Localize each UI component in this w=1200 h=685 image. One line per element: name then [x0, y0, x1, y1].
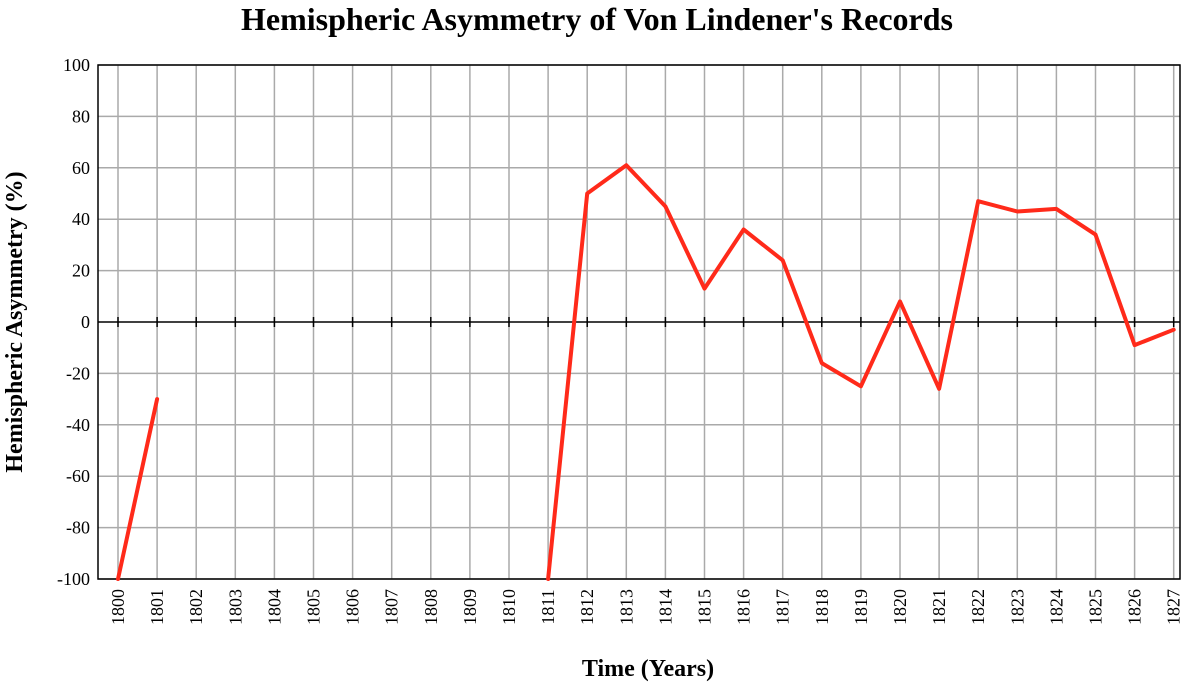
x-tick-label: 1814: [655, 589, 675, 625]
x-tick-label: 1817: [773, 589, 793, 625]
x-tick-labels: 1800 1801 1802 1803 1804 1805 1806 1807 1808 1809…: [108, 589, 1184, 625]
plot-frame: [97, 64, 1181, 580]
y-tick-label: 100: [63, 55, 90, 75]
x-tick-label: 1826: [1125, 589, 1145, 625]
y-tick-label: 80: [72, 106, 90, 126]
x-tick-label: 1803: [225, 589, 245, 625]
x-tick-label: 1805: [304, 589, 324, 625]
y-tick-label: 60: [72, 158, 90, 178]
x-tick-label: 1822: [968, 589, 988, 625]
y-tick-label: 20: [72, 261, 90, 281]
x-tick-label: 1802: [186, 589, 206, 625]
x-tick-label: 1809: [460, 589, 480, 625]
y-tick-label: -60: [66, 466, 90, 486]
x-tick-label: 1811: [538, 589, 558, 624]
x-tick-label: 1821: [929, 589, 949, 625]
y-axis-title: Hemispheric Asymmetry (%): [2, 171, 28, 472]
y-tick-label: -40: [66, 415, 90, 435]
series: [116, 163, 1176, 581]
y-tick-labels: 100 80 60 40 20 0 -20 -40 -60 -80 -100: [57, 55, 90, 589]
x-tick-label: 1808: [421, 589, 441, 625]
x-tick-label: 1824: [1046, 589, 1066, 625]
y-tick-label: -100: [57, 569, 90, 589]
x-tick-label: 1804: [264, 589, 284, 625]
x-tick-label: 1827: [1164, 589, 1184, 625]
x-tick-label: 1816: [734, 589, 754, 625]
x-tick-label: 1806: [343, 589, 363, 625]
x-tick-label: 1810: [499, 589, 519, 625]
x-tick-label: 1815: [695, 589, 715, 625]
x-tick-label: 1819: [851, 589, 871, 625]
series-line-segment: [116, 397, 160, 581]
y-tick-label: 40: [72, 209, 90, 229]
y-tick-label: -80: [66, 518, 90, 538]
x-tick-label: 1820: [890, 589, 910, 625]
x-tick-label: 1813: [616, 589, 636, 625]
y-tick-label: -20: [66, 363, 90, 383]
x-tick-label: 1800: [108, 589, 128, 625]
chart-title: Hemispheric Asymmetry of Von Lindener's …: [241, 1, 953, 37]
x-tick-label: 1818: [812, 589, 832, 625]
x-tick-label: 1812: [577, 589, 597, 625]
x-tick-label: 1825: [1086, 589, 1106, 625]
x-tick-label: 1807: [382, 589, 402, 625]
zero-line: [98, 317, 1180, 327]
x-tick-label: 1823: [1007, 589, 1027, 625]
series-line-segment: [546, 163, 1176, 581]
y-tick-label: 0: [81, 312, 90, 332]
x-tick-label: 1801: [147, 589, 167, 625]
x-axis-title: Time (Years): [582, 656, 714, 682]
